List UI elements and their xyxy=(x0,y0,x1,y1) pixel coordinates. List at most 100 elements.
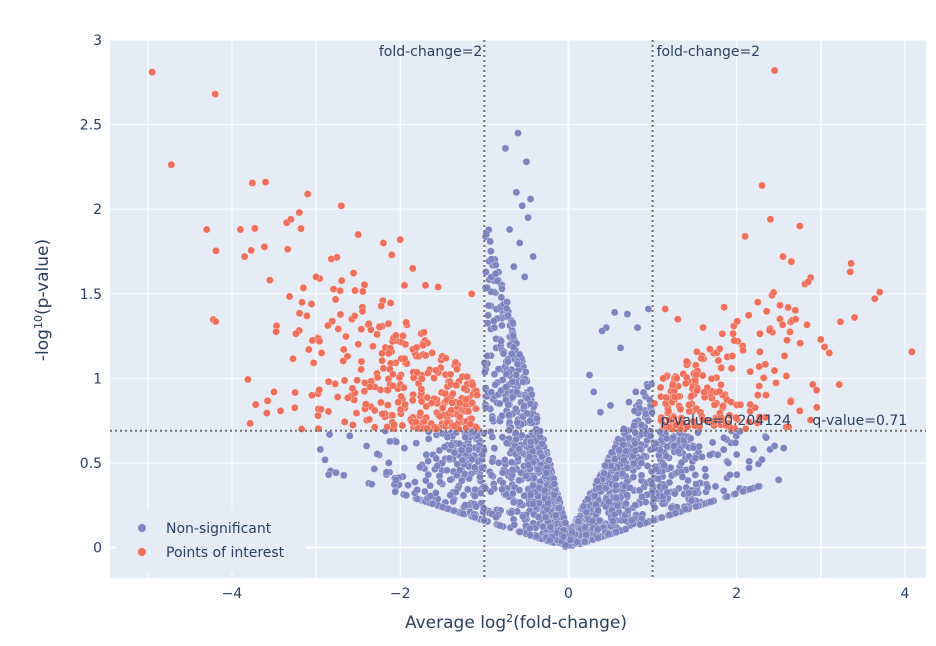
non-significant-point xyxy=(685,489,693,497)
point-of-interest xyxy=(339,345,348,354)
point-of-interest xyxy=(331,380,339,388)
point-of-interest xyxy=(755,413,764,421)
non-significant-point xyxy=(471,513,479,522)
non-significant-point xyxy=(526,416,535,425)
point-of-interest xyxy=(780,352,789,360)
point-of-interest xyxy=(377,398,385,407)
point-of-interest xyxy=(358,307,367,316)
point-of-interest xyxy=(806,416,815,424)
non-significant-point xyxy=(691,454,700,462)
non-significant-point xyxy=(635,486,644,495)
non-significant-point xyxy=(370,465,379,473)
non-significant-point xyxy=(622,447,630,455)
point-of-interest xyxy=(656,383,665,392)
point-of-interest xyxy=(389,381,397,390)
non-significant-point xyxy=(424,457,432,465)
point-of-interest xyxy=(699,323,707,332)
non-significant-point xyxy=(663,488,671,497)
legend-marker-non-significant[interactable] xyxy=(138,524,146,532)
non-significant-point xyxy=(698,453,706,461)
non-significant-point xyxy=(487,255,496,263)
point-of-interest xyxy=(413,368,421,377)
point-of-interest xyxy=(762,391,770,399)
y-tick-label: 1.5 xyxy=(80,287,102,303)
point-of-interest xyxy=(447,406,455,414)
non-significant-point xyxy=(382,468,391,476)
legend-label-non-significant[interactable]: Non-significant xyxy=(166,521,272,537)
non-significant-point xyxy=(688,464,696,472)
non-significant-point xyxy=(494,459,503,467)
non-significant-point xyxy=(508,465,517,474)
non-significant-point xyxy=(719,445,728,454)
non-significant-point xyxy=(534,513,543,521)
non-significant-point xyxy=(416,463,424,471)
point-of-interest xyxy=(349,421,357,429)
non-significant-point xyxy=(525,453,534,461)
point-of-interest xyxy=(167,161,176,169)
point-of-interest xyxy=(791,306,800,315)
point-of-interest xyxy=(394,398,402,407)
non-significant-point xyxy=(674,447,682,456)
point-of-interest xyxy=(354,340,363,349)
point-of-interest xyxy=(339,357,347,365)
point-of-interest xyxy=(664,407,673,416)
point-of-interest xyxy=(725,411,734,420)
non-significant-point xyxy=(443,466,451,475)
non-significant-point xyxy=(502,490,510,499)
point-of-interest xyxy=(212,247,220,255)
non-significant-point xyxy=(624,433,633,442)
non-significant-point xyxy=(438,503,447,511)
point-of-interest xyxy=(384,401,392,409)
non-significant-point xyxy=(580,537,589,546)
point-of-interest xyxy=(353,376,361,385)
non-significant-point xyxy=(509,498,518,507)
point-of-interest xyxy=(836,318,845,326)
non-significant-point xyxy=(522,368,530,376)
point-of-interest xyxy=(270,388,278,396)
point-of-interest xyxy=(386,299,395,307)
non-significant-point xyxy=(550,490,558,499)
point-of-interest xyxy=(472,404,480,413)
point-of-interest xyxy=(438,404,447,412)
point-of-interest xyxy=(682,357,691,366)
point-of-interest xyxy=(473,391,482,399)
non-significant-point xyxy=(426,492,434,500)
non-significant-point xyxy=(482,403,490,412)
non-significant-point xyxy=(524,213,532,222)
non-significant-point xyxy=(504,400,512,409)
non-significant-point xyxy=(637,471,646,480)
point-of-interest xyxy=(375,323,384,331)
point-of-interest xyxy=(441,389,450,398)
point-of-interest xyxy=(369,342,377,351)
non-significant-point xyxy=(526,531,535,540)
x-tick-label: −2 xyxy=(390,586,411,602)
non-significant-point xyxy=(551,511,560,520)
non-significant-point xyxy=(497,337,505,345)
legend-label-points-of-interest[interactable]: Points of interest xyxy=(166,545,285,561)
x-tick-label: 2 xyxy=(732,586,741,602)
non-significant-point xyxy=(433,462,441,470)
point-of-interest xyxy=(691,421,699,430)
point-of-interest xyxy=(717,364,725,372)
point-of-interest xyxy=(389,370,397,379)
non-significant-point xyxy=(412,439,420,447)
point-of-interest xyxy=(772,379,780,387)
tick-labels: −4 −2 0 2 4 0 0.5 1 1.5 2 2.5 3 xyxy=(80,33,910,602)
point-of-interest xyxy=(276,407,285,415)
non-significant-point xyxy=(559,532,568,541)
non-significant-point xyxy=(555,504,563,512)
non-significant-point xyxy=(582,531,590,539)
non-significant-point xyxy=(663,442,672,451)
point-of-interest xyxy=(784,423,793,431)
point-of-interest xyxy=(244,375,252,384)
point-of-interest xyxy=(305,345,313,354)
point-of-interest xyxy=(315,337,324,346)
non-significant-point xyxy=(532,532,541,541)
legend-marker-points-of-interest[interactable] xyxy=(138,548,146,556)
non-significant-point xyxy=(391,488,399,496)
point-of-interest xyxy=(693,348,701,356)
point-of-interest xyxy=(875,288,884,296)
point-of-interest xyxy=(291,404,299,412)
point-of-interest xyxy=(714,356,723,365)
point-of-interest xyxy=(371,406,379,415)
